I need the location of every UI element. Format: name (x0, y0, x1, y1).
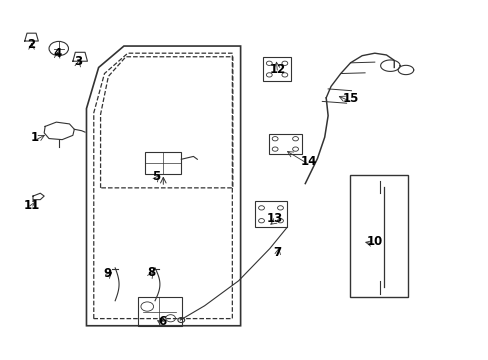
Text: 3: 3 (74, 55, 82, 68)
Bar (268, 134, 301, 154)
Text: 12: 12 (269, 63, 285, 76)
Bar (350, 175, 407, 297)
Text: 7: 7 (273, 246, 281, 258)
Text: 6: 6 (159, 315, 166, 328)
Bar (144, 152, 181, 174)
Text: 10: 10 (366, 235, 382, 248)
Text: 15: 15 (342, 92, 358, 105)
Text: 1: 1 (30, 131, 39, 144)
Text: 2: 2 (27, 38, 36, 51)
Text: 11: 11 (23, 199, 40, 212)
Bar (263, 58, 290, 81)
Text: 14: 14 (300, 155, 316, 168)
Text: 13: 13 (266, 212, 282, 225)
Text: 9: 9 (103, 267, 111, 280)
Text: 8: 8 (147, 266, 155, 279)
Bar (255, 202, 286, 227)
Text: 5: 5 (152, 170, 160, 183)
Bar (137, 297, 182, 327)
Text: 4: 4 (53, 47, 61, 60)
